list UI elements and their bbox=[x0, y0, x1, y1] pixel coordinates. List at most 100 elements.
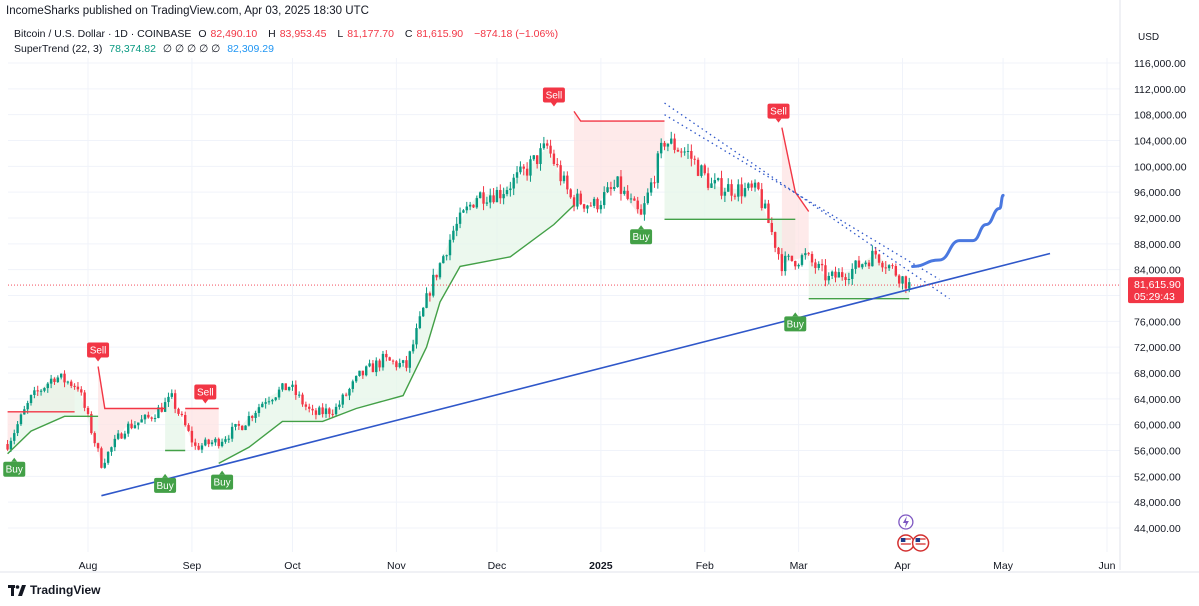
candle-body bbox=[512, 177, 515, 189]
candle-body bbox=[442, 256, 445, 264]
candle-body bbox=[743, 188, 747, 197]
sell-signal-pointer bbox=[775, 118, 782, 123]
candle-body bbox=[639, 209, 643, 215]
low-label: L bbox=[337, 28, 344, 40]
time-tick-label: Mar bbox=[790, 560, 809, 572]
candle-body bbox=[163, 402, 167, 412]
candle-body bbox=[180, 413, 184, 416]
candle-body bbox=[773, 232, 777, 248]
indicator-down-value: 82,309.29 bbox=[227, 43, 274, 55]
candle-body bbox=[318, 407, 321, 415]
candle-body bbox=[475, 198, 479, 208]
candle-body bbox=[344, 394, 348, 396]
candle-body bbox=[381, 353, 385, 368]
candle-body bbox=[438, 263, 442, 278]
candle-body bbox=[629, 198, 633, 200]
tradingview-brand[interactable]: TradingView bbox=[8, 583, 100, 597]
sell-signal-pointer bbox=[550, 102, 557, 107]
candle-body bbox=[519, 166, 522, 173]
candle-body bbox=[36, 390, 39, 392]
sell-signal-label: Sell bbox=[197, 388, 214, 399]
candle-body bbox=[452, 230, 455, 240]
candle-body bbox=[116, 433, 120, 439]
supertrend-fill bbox=[7, 111, 910, 464]
grid bbox=[8, 58, 1120, 552]
candle-body bbox=[271, 399, 274, 402]
candle-body bbox=[723, 191, 727, 196]
buy-signal-box bbox=[154, 477, 177, 493]
candle-body bbox=[49, 378, 53, 384]
candle-body bbox=[579, 193, 582, 205]
flag-canton bbox=[915, 538, 921, 542]
candle-body bbox=[70, 381, 73, 386]
symbol-name[interactable]: Bitcoin / U.S. Dollar · 1D · COINBASE bbox=[14, 28, 192, 40]
candle-body bbox=[432, 274, 435, 296]
candle-body bbox=[874, 250, 877, 255]
sell-signal: Sell bbox=[87, 342, 110, 362]
candle-body bbox=[375, 360, 378, 373]
candle-body bbox=[844, 277, 847, 280]
candle-body bbox=[331, 413, 334, 415]
candle-body bbox=[408, 351, 411, 368]
candle-body bbox=[824, 265, 827, 281]
buy-signal-pointer bbox=[11, 457, 18, 462]
candle-body bbox=[240, 425, 244, 431]
candle-body bbox=[576, 193, 579, 207]
us-flag-event-icon[interactable] bbox=[897, 534, 915, 552]
candle-body bbox=[834, 271, 837, 278]
candle-body bbox=[150, 417, 153, 419]
candle-body bbox=[167, 396, 170, 403]
candle-body bbox=[361, 370, 365, 376]
candle-body bbox=[26, 403, 29, 410]
candle-body bbox=[837, 272, 841, 278]
candle-body bbox=[794, 261, 797, 267]
candle-body bbox=[113, 438, 117, 448]
candle-body bbox=[636, 200, 639, 210]
lightning-bolt bbox=[902, 516, 909, 528]
us-flag-event-icon[interactable] bbox=[911, 534, 930, 552]
candle-body bbox=[455, 223, 458, 231]
candle-body bbox=[616, 176, 619, 187]
candle-body bbox=[582, 204, 586, 209]
candle-body bbox=[398, 362, 401, 368]
candle-body bbox=[385, 353, 388, 358]
candle-body bbox=[696, 159, 700, 176]
candle-body bbox=[56, 377, 60, 383]
candle-body bbox=[884, 267, 887, 269]
candle-body bbox=[492, 195, 495, 203]
candle-body bbox=[827, 275, 830, 281]
candle-body bbox=[428, 293, 432, 296]
event-icons[interactable] bbox=[897, 514, 930, 552]
buy-signal-label: Buy bbox=[6, 465, 23, 476]
buy-signal: Buy bbox=[784, 312, 807, 332]
candle-body bbox=[120, 433, 123, 439]
lightning-event-icon[interactable] bbox=[898, 514, 914, 530]
supertrend-fill-up bbox=[808, 253, 910, 299]
candle-body bbox=[86, 407, 90, 414]
candle-body bbox=[854, 260, 857, 269]
candle-body bbox=[478, 192, 482, 199]
candle-body bbox=[733, 195, 737, 197]
candle-body bbox=[485, 202, 489, 204]
buy-signal: Buy bbox=[211, 470, 234, 490]
candle-body bbox=[281, 383, 284, 390]
candle-body bbox=[525, 168, 529, 176]
buy-signal-box bbox=[3, 461, 26, 477]
price-tick-label: 64,000.00 bbox=[1134, 394, 1181, 406]
candle-body bbox=[643, 203, 646, 215]
buy-signal-label: Buy bbox=[213, 478, 230, 489]
candle-body bbox=[311, 408, 314, 411]
candle-body bbox=[619, 176, 623, 194]
candle-body bbox=[63, 373, 66, 383]
price-tick-label: 112,000.00 bbox=[1134, 84, 1186, 96]
indicator-name[interactable]: SuperTrend (22, 3) bbox=[14, 43, 103, 55]
candle-body bbox=[267, 401, 271, 403]
candle-body bbox=[247, 416, 251, 426]
price-tick-label: 116,000.00 bbox=[1134, 58, 1186, 70]
candle-body bbox=[401, 360, 405, 363]
candle-body bbox=[204, 439, 207, 446]
candle-body bbox=[277, 389, 281, 398]
supertrend-line-down bbox=[573, 111, 665, 122]
candle-body bbox=[19, 414, 23, 425]
